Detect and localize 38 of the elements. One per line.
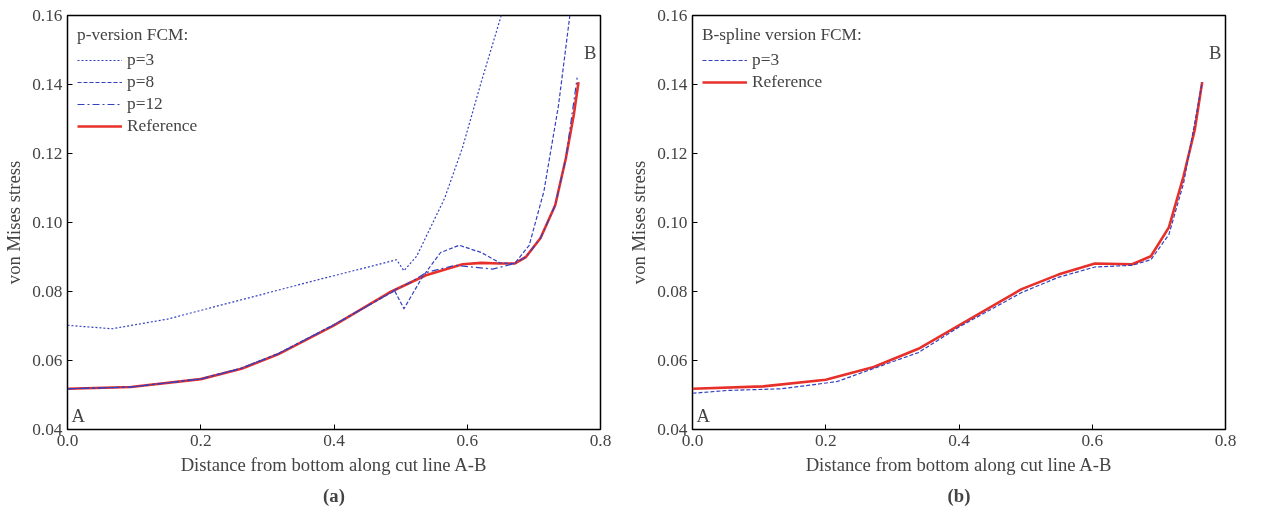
y-tick-label: 0.12 <box>32 144 63 163</box>
y-tick-label: 0.08 <box>32 282 63 301</box>
y-axis-title: von Mises stress <box>628 160 650 285</box>
x-axis-title: Distance from bottom along cut line A-B <box>180 453 487 475</box>
legend-label: p=12 <box>127 94 163 114</box>
x-tick-label: 0.4 <box>323 430 346 450</box>
x-tick-label: 0.8 <box>589 430 612 450</box>
legend-label: Reference <box>127 116 198 136</box>
y-tick-label: 0.10 <box>32 213 63 232</box>
x-tick-label: 0.2 <box>814 430 837 450</box>
text: (b) <box>947 484 971 507</box>
legend-label: p=8 <box>127 72 155 92</box>
legend-title: B-spline version FCM: <box>702 25 862 45</box>
x-tick-label: 0.2 <box>189 430 212 450</box>
y-tick-label: 0.14 <box>657 75 688 94</box>
annotation: A <box>696 404 711 426</box>
y-tick-label: 0.14 <box>32 75 63 94</box>
y-tick-label: 0.12 <box>657 144 688 163</box>
legend-label: Reference <box>752 72 823 92</box>
x-tick-label: 0.8 <box>1214 430 1237 450</box>
x-tick-label: 0.6 <box>456 430 479 450</box>
annotation: A <box>71 404 86 426</box>
y-tick-label: 0.08 <box>657 282 688 301</box>
legend-label: p=3 <box>752 50 780 70</box>
y-tick-label: 0.16 <box>32 6 63 25</box>
x-axis-title: Distance from bottom along cut line A-B <box>805 453 1112 475</box>
x-tick-label: 0.6 <box>1081 430 1104 450</box>
y-axis-title: von Mises stress <box>3 160 25 285</box>
text: (a) <box>323 484 345 507</box>
annotation: B <box>584 41 597 63</box>
y-tick-label: 0.16 <box>657 6 688 25</box>
legend-title: p-version FCM: <box>77 25 190 45</box>
y-tick-label: 0.06 <box>32 351 63 370</box>
y-tick-label: 0.06 <box>657 351 688 370</box>
legend-label: p=3 <box>127 50 155 70</box>
x-tick-label: 0.4 <box>948 430 971 450</box>
annotation: B <box>1209 41 1222 63</box>
y-tick-label: 0.10 <box>657 213 688 232</box>
